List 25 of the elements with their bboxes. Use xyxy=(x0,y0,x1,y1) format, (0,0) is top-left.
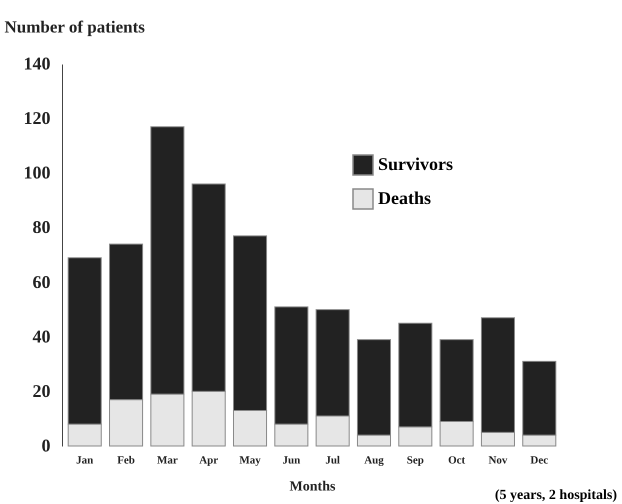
y-tick-label: 100 xyxy=(24,162,50,183)
x-tick-label: Nov xyxy=(488,454,508,466)
x-tick-label: Apr xyxy=(199,454,218,466)
y-tick-label: 60 xyxy=(32,272,50,292)
x-tick-label: Jul xyxy=(325,454,340,466)
legend-label: Survivors xyxy=(378,154,454,174)
y-tick-label: 140 xyxy=(24,54,50,74)
y-axis-title: Number of patients xyxy=(4,18,146,36)
x-tick-label: Sep xyxy=(406,454,424,466)
y-tick-label: 40 xyxy=(32,326,50,346)
x-tick-label: Mar xyxy=(156,454,178,466)
x-tick-label: May xyxy=(239,454,262,466)
x-tick-label: Oct xyxy=(448,454,466,466)
y-tick-label: 0 xyxy=(42,436,50,456)
x-tick-label: Dec xyxy=(530,454,548,466)
x-tick-label: Aug xyxy=(364,454,384,466)
legend-label: Deaths xyxy=(378,188,431,208)
text: (5 years, 2 hospitals) xyxy=(494,488,618,503)
y-tick-label: 80 xyxy=(32,217,50,238)
x-axis-title: Months xyxy=(290,480,336,494)
x-tick-label: Jun xyxy=(282,454,300,466)
y-tick-label: 120 xyxy=(24,108,50,128)
x-tick-label: Feb xyxy=(117,454,135,466)
x-tick-label: Jan xyxy=(76,454,94,466)
y-tick-label: 20 xyxy=(32,380,50,401)
